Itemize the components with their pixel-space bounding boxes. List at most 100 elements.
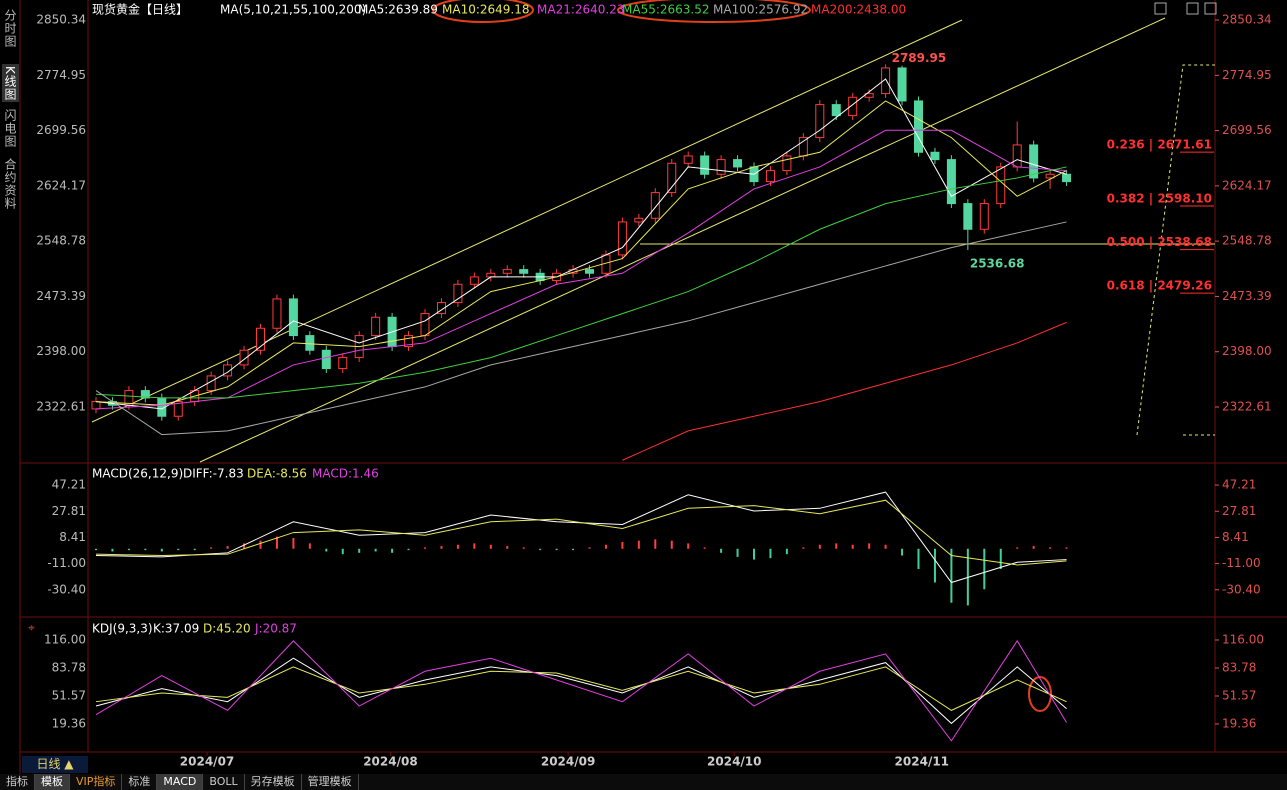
period-selector[interactable]: 日线 ▲: [22, 756, 88, 773]
frame: [19, 0, 1287, 774]
x-tick-label: 2024/11: [895, 755, 949, 769]
sidebar-item[interactable]: 合约资料: [3, 158, 17, 210]
legend-entry: MA55:2663.52: [622, 3, 710, 17]
candle-body: [469, 276, 479, 285]
tab[interactable]: 另存模板: [245, 774, 302, 790]
y-tick-label: 51.57: [52, 688, 86, 702]
y-tick-label: -30.40: [47, 582, 86, 596]
candle-body: [338, 357, 348, 370]
candle-body: [815, 104, 825, 139]
candle-body: [914, 100, 923, 153]
y-tick-label: 2774.95: [1222, 68, 1272, 82]
y-tick-label: 47.21: [52, 478, 86, 492]
candle-body: [798, 137, 808, 157]
indicator-line: [95, 491, 1067, 584]
legend-entry: J:20.87: [254, 622, 297, 636]
sidebar-item[interactable]: K线图: [2, 64, 19, 102]
sidebar-item[interactable]: 闪电图: [3, 108, 17, 148]
tab[interactable]: 指标: [0, 774, 35, 790]
trend-lines: [91, 17, 1215, 463]
y-tick-label: 8.41: [59, 530, 86, 544]
candle-body: [765, 170, 775, 183]
candle-body: [239, 349, 249, 366]
y-tick-label: -11.00: [1222, 556, 1261, 570]
fib-label: 0.382 | 2598.10: [1107, 191, 1212, 205]
y-tick-label: -30.40: [1222, 582, 1261, 596]
y-tick-label: 2398.00: [1222, 344, 1272, 358]
tab[interactable]: 模板: [35, 774, 70, 790]
candle-body: [996, 166, 1006, 205]
y-tick-label: 116.00: [44, 632, 86, 646]
candle-body: [288, 298, 298, 337]
y-tick-label: 51.57: [1222, 688, 1256, 702]
candle-body: [650, 192, 660, 219]
tab[interactable]: 管理模板: [302, 774, 359, 790]
candle-body: [946, 159, 956, 205]
indicator-line: [95, 166, 1067, 399]
price-annotation: 2536.68: [970, 257, 1025, 271]
window-icons[interactable]: [1154, 2, 1217, 15]
tab[interactable]: 标准: [122, 774, 158, 790]
candle-body: [91, 401, 101, 410]
y-tick-label: 2624.17: [36, 178, 86, 192]
candle-body: [617, 221, 627, 256]
candle-body: [930, 151, 940, 161]
y-tick-label: 2398.00: [36, 344, 86, 358]
x-tick-label: 2024/10: [707, 755, 761, 769]
y-tick-label: 2850.34: [1222, 13, 1272, 27]
candle-body: [321, 349, 331, 370]
tab-bar: 指标 模板 VIP指标 标准 MACD BOLL 另存模板 管理模板: [0, 774, 1287, 790]
candle-body: [420, 313, 430, 337]
legend-entry: MA5:2639.89: [358, 3, 438, 17]
candle-body: [667, 162, 677, 194]
candle-body: [897, 67, 907, 102]
y-tick-label: 2548.78: [1222, 234, 1272, 248]
candle-body: [716, 159, 726, 175]
tab[interactable]: VIP指标: [70, 774, 123, 790]
legend-entry: D:45.20: [203, 622, 251, 636]
chart: ⌖ 2850.34 2850.34 2774.95 2774.95 2699.56 269…: [19, 0, 1287, 774]
indicator-line: [95, 221, 1067, 436]
highlight-ring: [617, 0, 811, 23]
candle-body: [519, 269, 529, 274]
y-tick-label: 116.00: [1222, 632, 1264, 646]
candle-body: [979, 203, 989, 230]
y-tick-label: 2699.56: [1222, 123, 1272, 137]
candle-body: [1045, 173, 1055, 179]
y-tick-label: 2774.95: [36, 68, 86, 82]
candle-body: [256, 327, 265, 351]
highlight-ring: [1028, 676, 1052, 712]
legend-entry: MA100:2576.92: [713, 3, 808, 17]
legend-entry: K:37.09: [153, 622, 199, 636]
candle-body: [963, 203, 973, 230]
highlight-ring: [432, 0, 534, 23]
candle-body: [140, 390, 150, 399]
indicator-line: [95, 639, 1067, 742]
y-tick-label: 83.78: [52, 660, 86, 674]
indicator-line: [95, 100, 1067, 406]
candle-body: [486, 272, 496, 278]
legend-entry: KDJ(9,3,3): [92, 622, 153, 636]
legend-entry: MACD(26,12,9): [92, 467, 183, 481]
candle-body: [453, 283, 463, 304]
tab[interactable]: BOLL: [203, 774, 245, 790]
y-tick-label: 27.81: [1222, 504, 1256, 518]
candle-body: [1029, 144, 1039, 179]
fib-label: 0.618 | 2479.26: [1107, 279, 1212, 293]
tab[interactable]: MACD: [157, 774, 204, 790]
x-tick-label: 2024/08: [363, 755, 417, 769]
candle-body: [782, 155, 792, 172]
y-tick-label: -11.00: [47, 556, 86, 570]
legend-entry: MA21:2640.23: [537, 3, 625, 17]
y-tick-label: 2322.61: [36, 399, 86, 413]
y-tick-label: 2699.56: [36, 123, 86, 137]
y-tick-label: 19.36: [1222, 716, 1256, 730]
indicator-line: [95, 129, 1067, 410]
candle-body: [733, 159, 743, 168]
sidebar-item[interactable]: 分时图: [3, 8, 17, 48]
legend-entry: MA(5,10,21,55,100,200): [220, 3, 366, 17]
legend-entry: DIFF:-7.83: [183, 467, 244, 481]
price-annotation: 2789.95: [892, 51, 947, 65]
candle-body: [700, 155, 710, 175]
legend-entry: 现货黄金【日线】: [92, 2, 188, 17]
